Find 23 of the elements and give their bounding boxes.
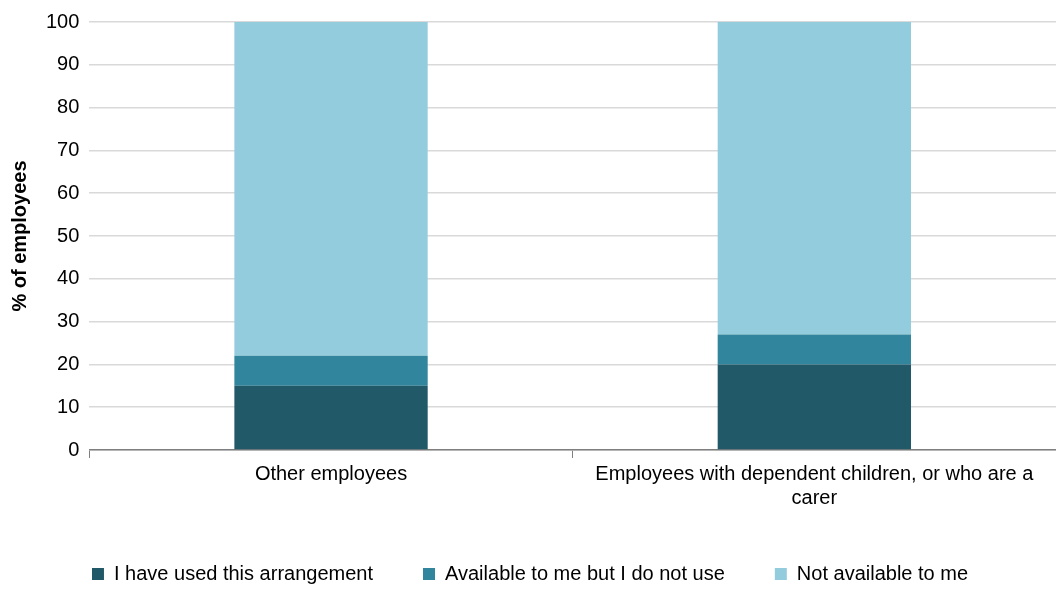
y-tick-label: 80 [57, 95, 80, 118]
y-axis-title: % of employees [7, 160, 30, 312]
bar [717, 22, 912, 335]
y-tick-label: 100 [45, 9, 80, 32]
legend-label: Available to me but I do not use [445, 561, 725, 584]
y-tick-label: 30 [57, 309, 80, 332]
y-tick-label: 60 [57, 180, 80, 203]
y-tick-label: 40 [57, 266, 80, 289]
x-tick-label: Other employees [254, 461, 408, 484]
legend-label: I have used this arrangement [113, 561, 374, 584]
bar [717, 334, 912, 365]
x-tick-label: Employees with dependent children, or who are a carer [595, 461, 1035, 508]
bar [234, 385, 428, 450]
y-tick-label: 50 [57, 223, 80, 246]
y-tick-label: 90 [57, 52, 80, 75]
y-tick-label: 20 [57, 351, 80, 374]
y-tick-label: 0 [68, 437, 80, 460]
y-tick-label: 10 [57, 394, 80, 417]
bar [234, 355, 428, 386]
bar [234, 22, 428, 356]
y-tick-label: 70 [57, 137, 80, 160]
legend-label: Not available to me [796, 561, 969, 584]
bar [717, 364, 912, 450]
